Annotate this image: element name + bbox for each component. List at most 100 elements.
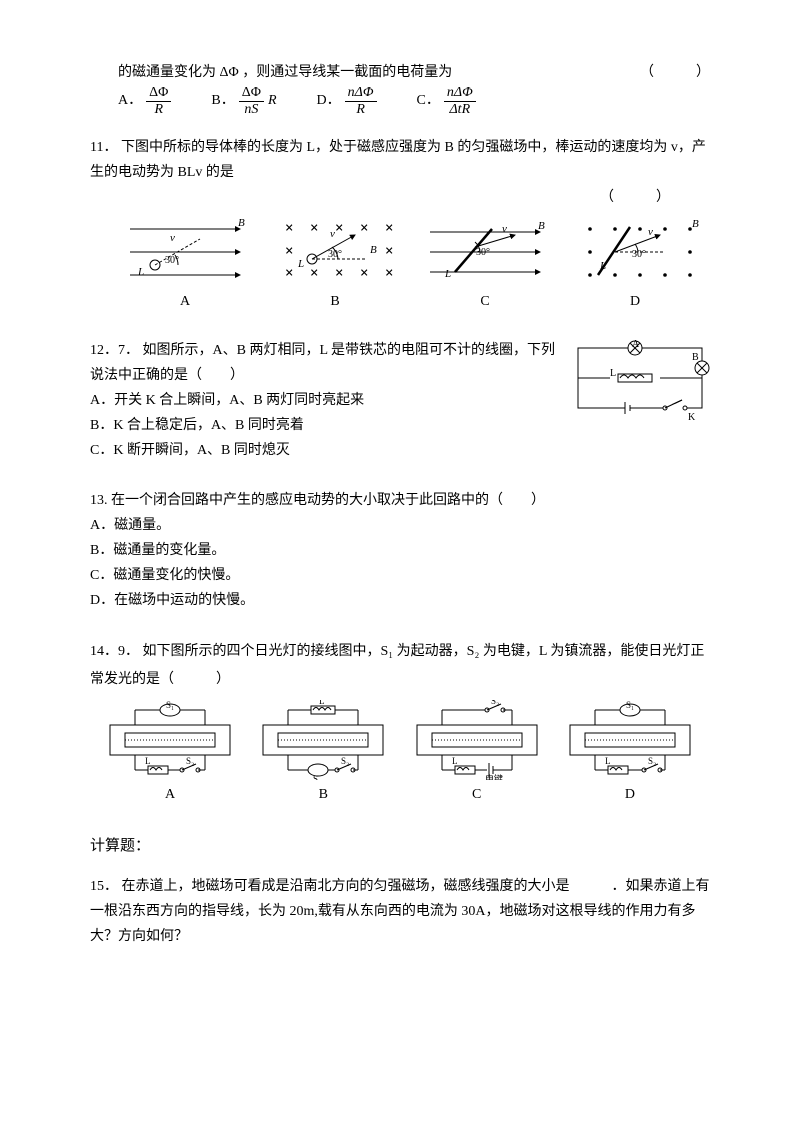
q13-D: D．在磁场中运动的快慢。	[90, 588, 710, 613]
q11-diag-B: ××××× ×× ××××× v B 30° L B	[270, 217, 400, 314]
svg-text:×: ×	[285, 243, 293, 259]
question-14: 14．9． 如下图所示的四个日光灯的接线图中，S₁ 为起动器，S₂ 为电键，L …	[90, 638, 710, 813]
q10-paren: （ ）	[640, 60, 710, 85]
q14-svg-C: S₂ L 电键	[407, 700, 547, 780]
q10-B-suffix: R	[268, 88, 277, 113]
svg-text:×: ×	[335, 265, 343, 281]
svg-text:B: B	[538, 220, 545, 232]
svg-text:L: L	[145, 756, 151, 766]
q10-C-den: ΔtR	[444, 102, 476, 117]
question-12: A B L K 12．7． 如图所示，A、B 两灯相同，L 是带铁芯的电阻可不计…	[90, 338, 710, 464]
diagram-D-svg: B v 30° L	[570, 217, 700, 287]
q10-stem: 的磁通量变化为 ΔΦ ，则通过导线某一截面的电荷量为	[118, 60, 452, 85]
q10-A-den: R	[146, 102, 171, 117]
q10-C-num: nΔΦ	[444, 85, 476, 101]
svg-text:L: L	[444, 268, 451, 280]
question-13: 13. 在一个闭合回路中产生的感应电动势的大小取决于此回路中的（ ） A．磁通量…	[90, 488, 710, 614]
svg-text:×: ×	[335, 220, 343, 236]
svg-text:L: L	[452, 756, 458, 766]
q11-diag-C: B v 30° L C	[420, 217, 550, 314]
svg-text:×: ×	[285, 220, 293, 236]
q10-B-num: ΔΦ	[239, 85, 264, 101]
q11-paren: （ ）	[90, 185, 710, 210]
svg-text:30°: 30°	[632, 249, 646, 260]
q13-B: B．磁通量的变化量。	[90, 538, 710, 563]
q14-diag-B: L S₁ S₂ B	[253, 700, 393, 807]
svg-text:S₁: S₁	[313, 774, 321, 780]
q14-diag-C: S₂ L 电键 C	[407, 700, 547, 807]
q10-D-num: nΔΦ	[345, 85, 377, 101]
q10-opt-B: B． ΔΦnS R	[211, 85, 276, 117]
svg-text:×: ×	[385, 220, 393, 236]
q12-circuit-svg: A B L K	[570, 338, 710, 428]
svg-text:S₂: S₂	[648, 756, 656, 766]
svg-text:S₁: S₁	[166, 700, 174, 710]
svg-text:v: v	[330, 228, 335, 240]
svg-text:S₂: S₂	[341, 756, 349, 766]
svg-text:电键: 电键	[485, 773, 503, 780]
q14-num: 14．9．	[90, 644, 139, 659]
svg-text:×: ×	[385, 243, 393, 259]
svg-text:S₂: S₂	[186, 756, 194, 766]
svg-text:×: ×	[360, 265, 368, 281]
svg-text:L: L	[610, 368, 616, 379]
svg-text:K: K	[688, 412, 696, 423]
q12-optC: C．K 断开瞬间，A、B 同时熄灭	[90, 438, 710, 463]
q12-circuit: A B L K	[570, 338, 710, 437]
svg-text:B: B	[692, 218, 699, 230]
q11-num: 11．	[90, 140, 117, 155]
q14-label-B: B	[253, 782, 393, 807]
svg-text:×: ×	[360, 220, 368, 236]
svg-text:30°: 30°	[476, 247, 490, 258]
q15-text: 在赤道上，地磁场可看成是沿南北方向的匀强磁场，磁感线强度的大小是 ．如果赤道上有…	[90, 879, 710, 944]
diagram-B-svg: ××××× ×× ××××× v B 30° L	[270, 217, 400, 287]
calc-header: 计算题：	[90, 833, 710, 860]
q13-A: A．磁通量。	[90, 513, 710, 538]
svg-text:L: L	[605, 756, 611, 766]
svg-text:B: B	[692, 352, 699, 363]
svg-text:30°: 30°	[328, 249, 342, 260]
svg-text:×: ×	[385, 265, 393, 281]
question-11: 11． 下图中所标的导体棒的长度为 L，处于磁感应强度为 B 的匀强磁场中，棒运…	[90, 135, 710, 320]
q14-svg-B: L S₁ S₂	[253, 700, 393, 780]
svg-text:30°: 30°	[165, 255, 179, 266]
q10-A-num: ΔΦ	[146, 85, 171, 101]
question-10-tail: 的磁通量变化为 ΔΦ ，则通过导线某一截面的电荷量为 （ ） A． ΔΦR B．…	[90, 60, 710, 117]
q13-C: C．磁通量变化的快慢。	[90, 563, 710, 588]
q10-opt-C: C． nΔΦΔtR	[417, 85, 476, 117]
svg-text:v: v	[648, 226, 653, 238]
q14-label-C: C	[407, 782, 547, 807]
q13-num: 13.	[90, 493, 108, 508]
q10-options: A． ΔΦR B． ΔΦnS R D． nΔΦR C． nΔΦΔtR	[90, 85, 710, 117]
q11-diag-D: B v 30° L D	[570, 217, 700, 314]
svg-text:B: B	[370, 244, 377, 256]
svg-text:L: L	[319, 700, 325, 706]
svg-text:×: ×	[310, 220, 318, 236]
q14-svg-A: S₁ L S₂	[100, 700, 240, 780]
svg-text:A: A	[632, 339, 640, 350]
q15-num: 15．	[90, 879, 118, 894]
q11-label-B: B	[270, 289, 400, 314]
diagram-C-svg: B v 30° L	[420, 217, 550, 287]
svg-text:L: L	[137, 266, 144, 278]
q14-svg-D: S₁ L S₂	[560, 700, 700, 780]
q14-diag-A: S₁ L S₂ A	[100, 700, 240, 807]
q13-text: 在一个闭合回路中产生的感应电动势的大小取决于此回路中的（ ）	[111, 493, 545, 508]
diagram-A-svg: B v 30° L	[120, 217, 250, 287]
q10-opt-A: A． ΔΦR	[118, 85, 171, 117]
q10-opt-D: D． nΔΦR	[317, 85, 377, 117]
svg-text:S₂: S₂	[491, 700, 499, 706]
svg-text:B: B	[238, 217, 245, 229]
q14-label-D: D	[560, 782, 700, 807]
svg-text:L: L	[599, 260, 606, 272]
q11-label-C: C	[420, 289, 550, 314]
svg-text:×: ×	[285, 265, 293, 281]
svg-text:S₁: S₁	[626, 700, 634, 710]
q10-stem-row: 的磁通量变化为 ΔΦ ，则通过导线某一截面的电荷量为 （ ）	[90, 60, 710, 85]
q14-label-A: A	[100, 782, 240, 807]
q12-num: 12．7．	[90, 343, 139, 358]
q14-diag-D: S₁ L S₂ D	[560, 700, 700, 807]
q11-text: 下图中所标的导体棒的长度为 L，处于磁感应强度为 B 的匀强磁场中，棒运动的速度…	[90, 140, 706, 180]
q14-text: 如下图所示的四个日光灯的接线图中，S₁ 为起动器，S₂ 为电键，L 为镇流器，能…	[90, 644, 704, 687]
svg-text:×: ×	[310, 265, 318, 281]
